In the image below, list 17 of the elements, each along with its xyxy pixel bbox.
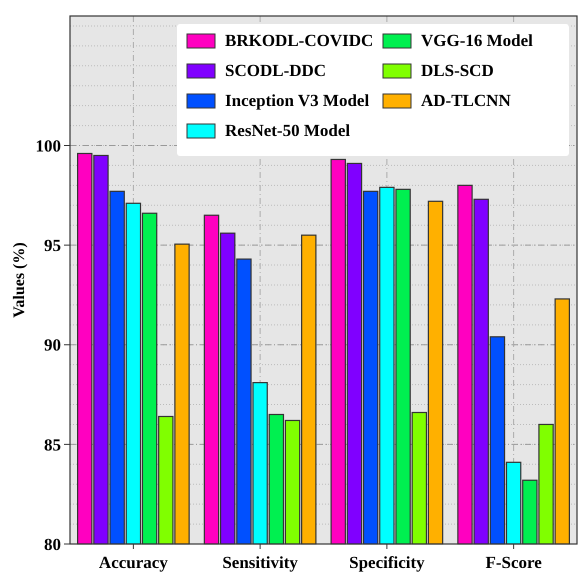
x-tick-label: Sensitivity bbox=[222, 553, 298, 572]
x-tick-label: Specificity bbox=[349, 553, 426, 572]
x-tick-label: Accuracy bbox=[98, 553, 168, 572]
legend-label: DLS-SCD bbox=[421, 61, 494, 80]
legend-label: AD-TLCNN bbox=[421, 91, 512, 110]
legend-label: ResNet-50 Model bbox=[225, 121, 350, 140]
legend-label: VGG-16 Model bbox=[421, 31, 534, 50]
y-tick-label: 80 bbox=[44, 534, 61, 554]
y-axis-title: Values (%) bbox=[11, 242, 28, 318]
y-tick-label: 100 bbox=[36, 136, 61, 156]
legend-label: Inception V3 Model bbox=[225, 91, 370, 110]
legend-label: SCODL-DDC bbox=[225, 61, 326, 80]
y-tick-label: 95 bbox=[44, 236, 61, 256]
y-tick-label: 90 bbox=[44, 336, 61, 355]
x-tick-label: F-Score bbox=[485, 553, 542, 572]
legend-label: BRKODL-COVIDC bbox=[225, 31, 374, 50]
y-tick-label: 85 bbox=[44, 435, 61, 454]
